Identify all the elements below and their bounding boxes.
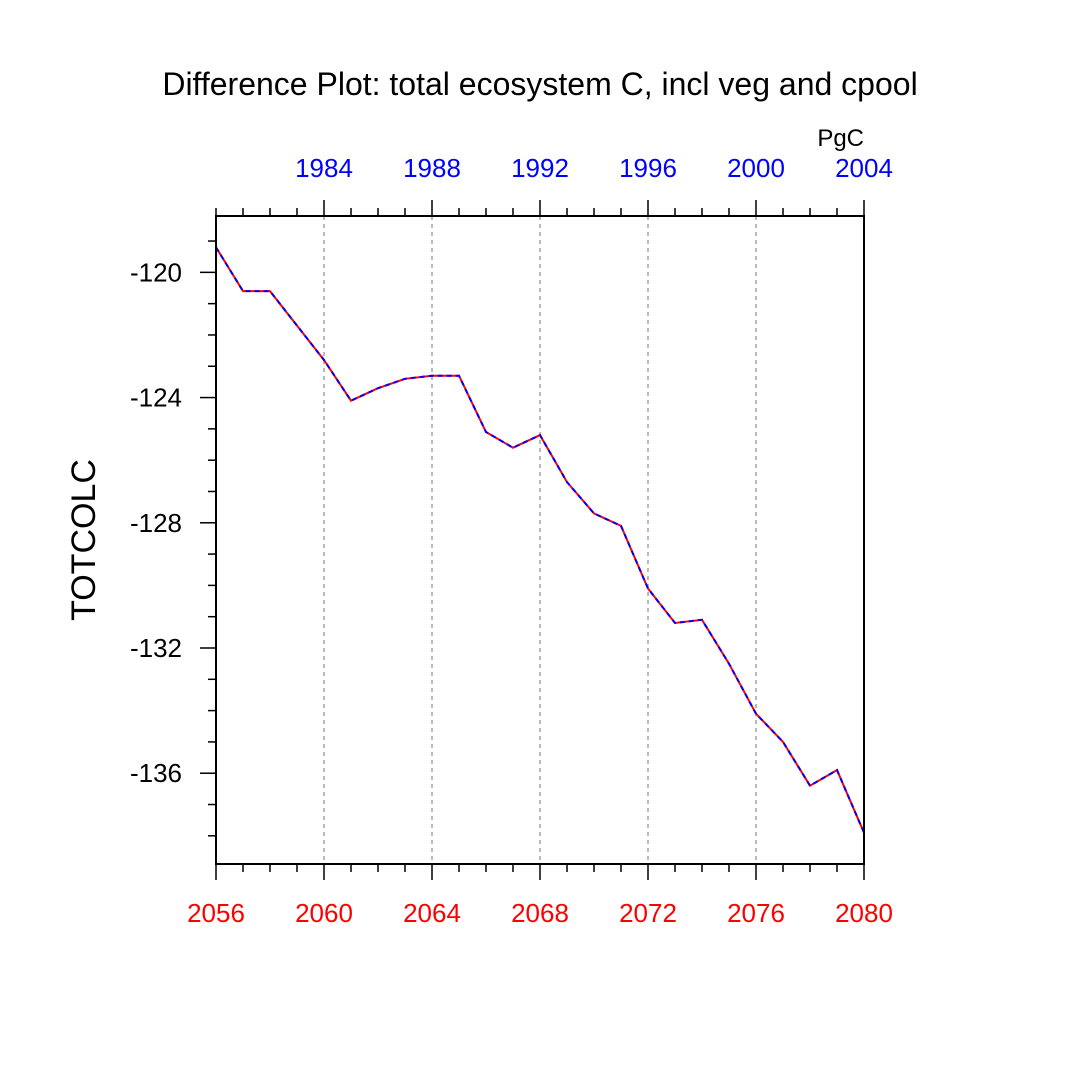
bottom-tick-label: 2068 — [511, 898, 569, 928]
top-tick-label: 2004 — [835, 153, 893, 183]
data-series — [215, 246, 865, 834]
chart-title: Difference Plot: total ecosystem C, incl… — [162, 66, 917, 102]
bottom-tick-label: 2080 — [835, 898, 893, 928]
bottom-tick-label: 2064 — [403, 898, 461, 928]
top-tick-label: 1996 — [619, 153, 677, 183]
y-tick-label: -136 — [130, 758, 182, 788]
bottom-tick-label: 2056 — [187, 898, 245, 928]
top-tick-label: 2000 — [727, 153, 785, 183]
units-label: PgC — [817, 125, 864, 152]
y-tick-label: -128 — [130, 508, 182, 538]
y-axis-label: TOTCOLC — [65, 459, 103, 621]
top-tick-label: 1984 — [295, 153, 353, 183]
top-tick-label: 1992 — [511, 153, 569, 183]
top-tick-label: 1988 — [403, 153, 461, 183]
grid-lines — [323, 216, 757, 864]
series-line-historical — [215, 246, 865, 834]
y-tick-label: -132 — [130, 633, 182, 663]
bottom-tick-label: 2076 — [727, 898, 785, 928]
y-tick-label: -124 — [130, 383, 182, 413]
bottom-tick-label: 2072 — [619, 898, 677, 928]
axes: 2056 2060 2064 2068 2072 2076 2080 1984 1988 1992… — [130, 153, 893, 928]
bottom-tick-label: 2060 — [295, 898, 353, 928]
y-tick-label: -120 — [130, 257, 182, 287]
